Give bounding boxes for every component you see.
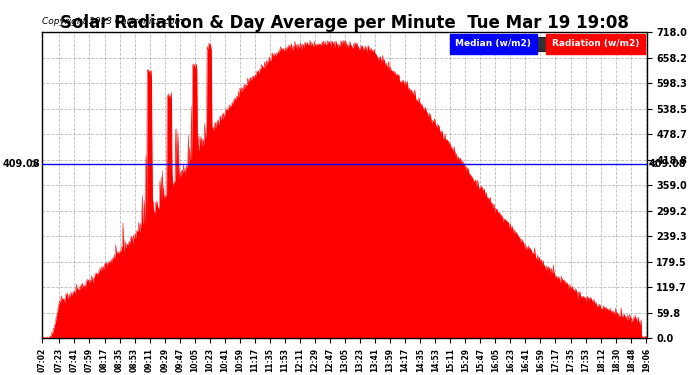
Legend: Median (w/m2), Radiation (w/m2): Median (w/m2), Radiation (w/m2) (450, 37, 642, 51)
Text: Copyright 2013 Cartronics.com: Copyright 2013 Cartronics.com (42, 17, 183, 26)
Text: 409.08: 409.08 (3, 159, 40, 169)
Title: Solar Radiation & Day Average per Minute  Tue Mar 19 19:08: Solar Radiation & Day Average per Minute… (60, 14, 629, 32)
Text: 409.08: 409.08 (648, 159, 686, 169)
